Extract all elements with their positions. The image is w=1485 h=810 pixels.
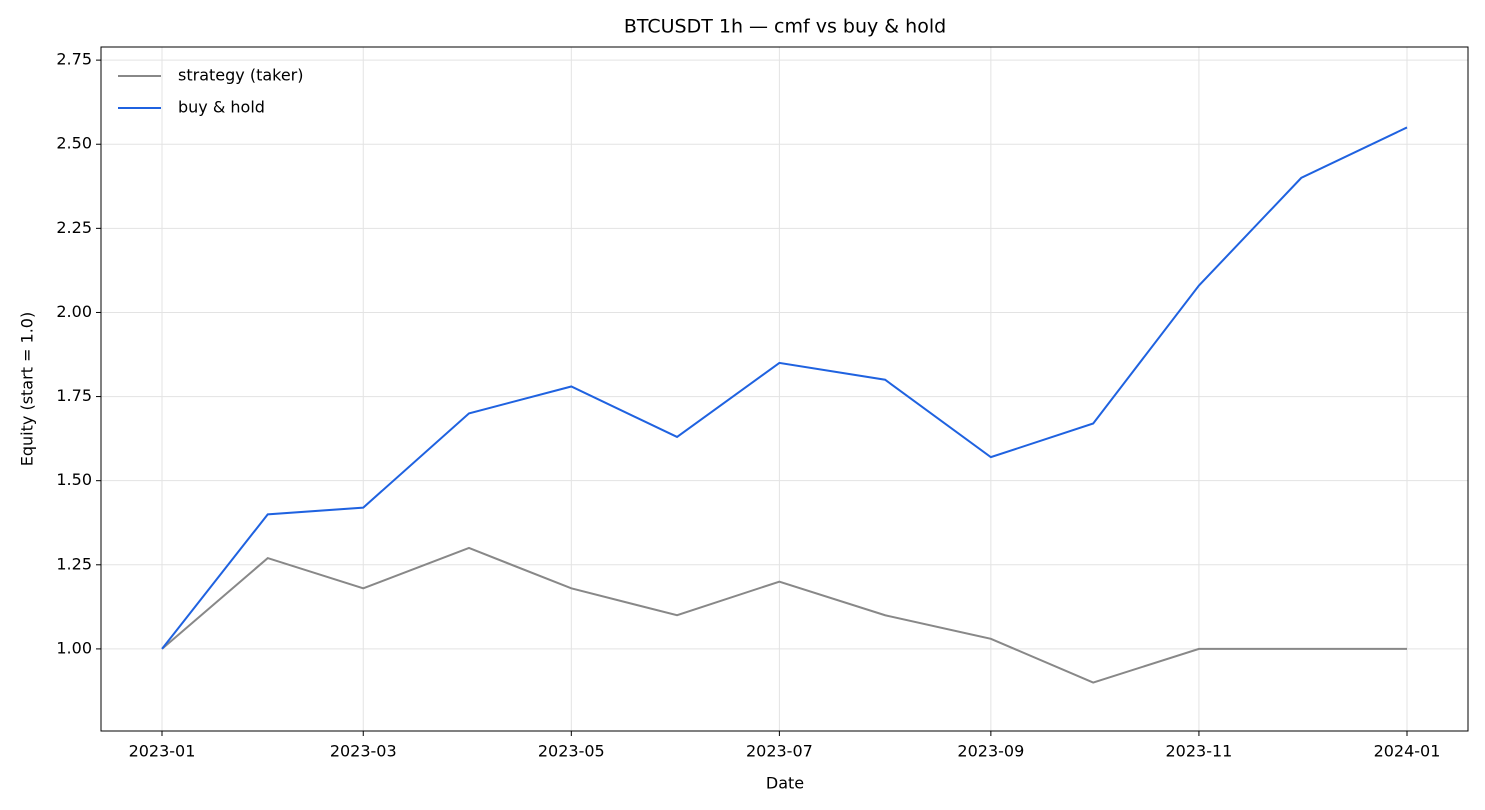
x-tick-label: 2023-07 — [746, 742, 813, 761]
x-tick-label: 2023-11 — [1165, 742, 1232, 761]
line-series — [161, 126, 1408, 650]
y-tick-label: 2.75 — [56, 50, 92, 69]
chart-title: BTCUSDT 1h — cmf vs buy & hold — [624, 16, 946, 38]
x-tick-label: 2023-01 — [129, 742, 196, 761]
line-series — [161, 546, 1407, 684]
plot-frame — [100, 46, 1469, 732]
x-tick-label: 2024-01 — [1374, 742, 1441, 761]
y-tick-label: 1.75 — [56, 386, 92, 405]
y-tick-label: 2.00 — [56, 302, 92, 321]
x-tick-label: 2023-09 — [957, 742, 1024, 761]
x-axis-label: Date — [766, 774, 804, 793]
y-tick-label: 1.25 — [56, 554, 92, 573]
y-tick-label: 1.00 — [56, 638, 92, 657]
legend-label: strategy (taker) — [178, 66, 304, 85]
y-axis-label: Equity (start = 1.0) — [18, 312, 37, 466]
y-tick-label: 2.25 — [56, 218, 92, 237]
x-tick-label: 2023-03 — [330, 742, 397, 761]
x-tick-label: 2023-05 — [538, 742, 605, 761]
legend-label: buy & hold — [178, 98, 265, 117]
y-tick-label: 2.50 — [56, 134, 92, 153]
y-tick-label: 1.50 — [56, 470, 92, 489]
